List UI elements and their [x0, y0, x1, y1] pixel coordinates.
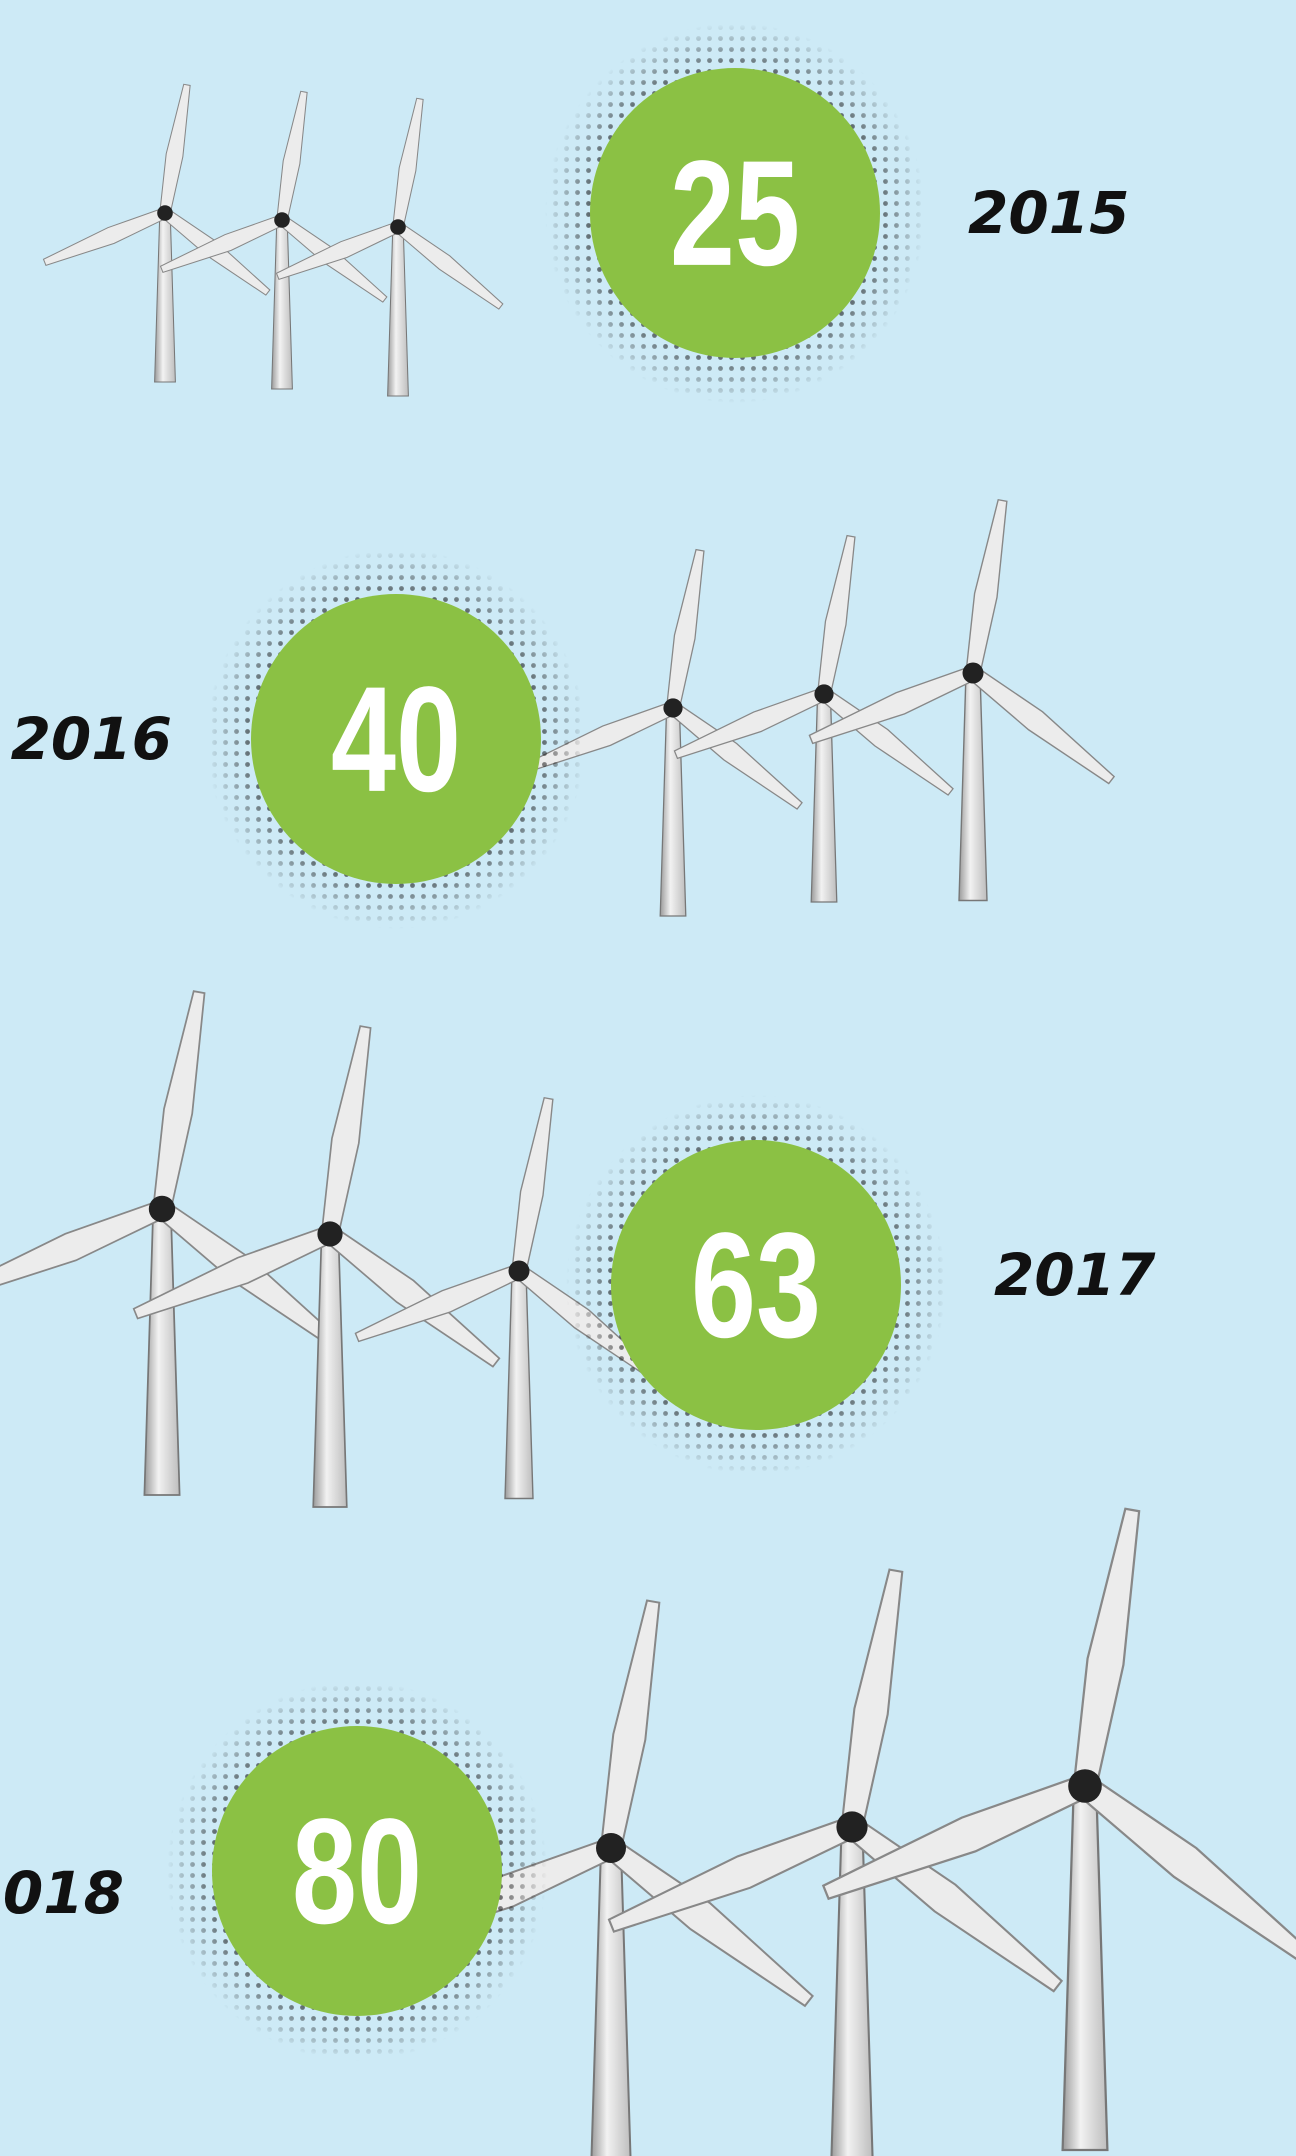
- badges: 25 2015 40 2016 63 2017 80 2018: [0, 23, 1156, 2061]
- year-label: 2016: [11, 705, 172, 773]
- year-label: 2017: [994, 1241, 1156, 1309]
- badge-value: 25: [670, 129, 800, 297]
- turbine: [671, 533, 958, 903]
- badge-value: 63: [691, 1201, 821, 1369]
- year-label: 2018: [0, 1859, 124, 1927]
- badge: [611, 1140, 901, 1430]
- badge-value: 80: [292, 1787, 422, 1955]
- year-label: 2015: [968, 179, 1129, 247]
- turbine: [805, 497, 1120, 902]
- badge: [251, 594, 541, 884]
- turbine: [603, 1566, 1070, 2156]
- badge: [590, 68, 880, 358]
- badge-value: 40: [331, 655, 461, 823]
- badge: [212, 1726, 502, 2016]
